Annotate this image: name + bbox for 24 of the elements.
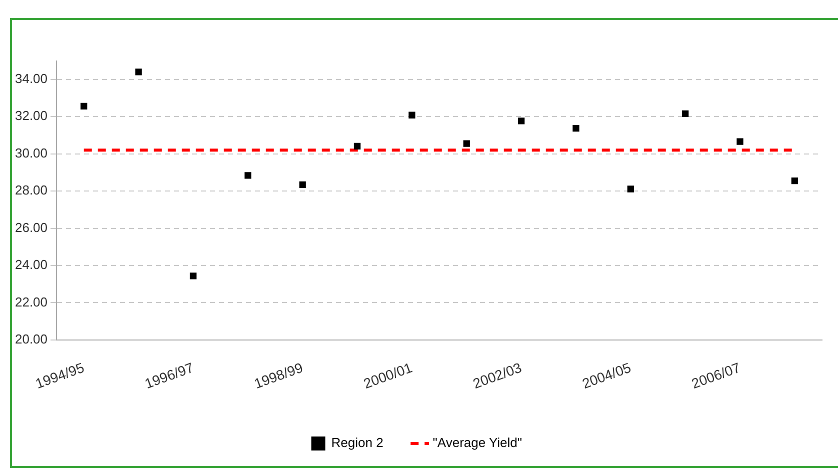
point [572,125,580,132]
point [244,172,252,179]
point [299,181,306,188]
y-tick-label: 28.00 [14,182,48,198]
point [682,110,689,117]
legend-label: Region 2 [331,435,384,450]
point [408,112,416,118]
point [80,102,88,110]
y-tick-label: 32.00 [14,108,48,124]
point [190,272,197,280]
point [463,140,470,147]
point [354,142,361,150]
point [627,186,634,192]
y-tick-label: 22.00 [14,294,48,310]
y-tick-label: 34.00 [14,70,48,86]
point [135,68,142,76]
y-tick-label: 30.00 [14,145,48,160]
point [518,118,525,124]
legend-label: "Average Yield" [432,435,522,450]
y-tick-label: 26.00 [14,220,48,235]
y-tick-label: 20.00 [14,331,48,346]
point [736,138,744,145]
point [791,177,798,184]
y-tick-label: 24.00 [14,257,48,272]
